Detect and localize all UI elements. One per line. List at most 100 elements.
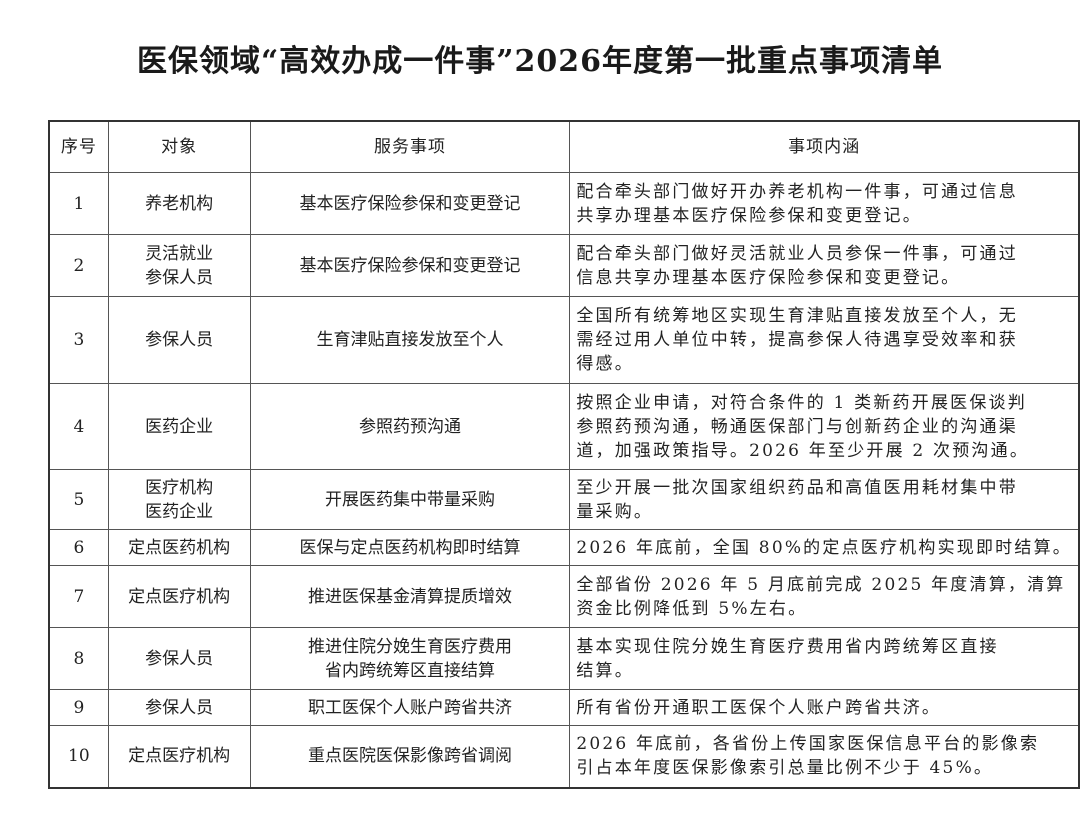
cell-service: 开展医药集中带量采购 [249,469,571,530]
table-row: 2 灵活就业 参保人员 基本医疗保险参保和变更登记 配合牵头部门做好灵活就业人员参保一件… [48,234,1080,297]
cell-content-line: 参照药预沟通，畅通医保部门与创新药企业的沟通渠 [576,416,1018,437]
table-header-row: 序号 对象 服务事项 事项内涵 [48,120,1080,173]
cell-service: 生育津贴直接发放至个人 [249,296,571,384]
cell-service-line: 开展医药集中带量采购 [324,489,495,510]
cell-content-line: 量采购。 [576,501,654,522]
cell-content: 按照企业申请，对符合条件的 1 类新药开展医保谈判 参照药预沟通，畅通医保部门与创… [569,383,1080,470]
cell-service-line: 重点医院医保影像跨省调阅 [307,746,512,767]
cell-service-line: 推进医保基金清算提质增效 [307,586,512,607]
cell-service: 参照药预沟通 [249,383,571,470]
cell-target: 养老机构 [107,172,251,235]
cell-target-line: 医药企业 [145,501,214,522]
cell-target-line: 定点医药机构 [128,537,231,558]
document-title: 医保领域“高效办成一件事”2026年度第一批重点事项清单 [136,44,943,79]
table-row: 3 参保人员 生育津贴直接发放至个人 全国所有统筹地区实现生育津贴直接发放至个人，无需… [48,296,1080,384]
cell-content: 全国所有统筹地区实现生育津贴直接发放至个人，无 需经过用人单位中转，提高参保人待遇… [569,296,1080,384]
cell-service-line: 参照药预沟通 [358,416,461,437]
cell-content-line: 按照企业申请，对符合条件的 1 类新药开展医保谈判 [576,392,1027,413]
cell-target: 灵活就业 参保人员 [107,234,251,297]
cell-content-line: 2026 年底前，各省份上传国家医保信息平台的影像索 [576,734,1040,755]
cell-content-line: 信息共享办理基本医疗保险参保和变更登记。 [576,267,961,288]
header-content: 事项内涵 [569,120,1080,173]
cell-service: 职工医保个人账户跨省共济 [249,689,571,726]
cell-target-line: 灵活就业 [145,243,214,264]
cell-service-line: 基本医疗保险参保和变更登记 [299,255,521,276]
cell-no: 9 [48,689,109,726]
cell-content-line: 至少开展一批次国家组织药品和高值医用耗材集中带 [576,477,1018,498]
cell-target-line: 医疗机构 [145,477,214,498]
cell-no: 5 [48,469,109,530]
cell-service: 推进医保基金清算提质增效 [249,565,571,628]
table-row: 5 医疗机构 医药企业 开展医药集中带量采购 至少开展一批次国家组织药品和高值医用耗材集… [48,469,1080,530]
cell-service: 医保与定点医药机构即时结算 [249,529,571,566]
cell-content-line: 2026 年底前，全国 80%的定点医疗机构实现即时结算。 [576,537,1072,558]
cell-content-line: 资金比例降低到 5%左右。 [576,598,808,619]
cell-target: 医疗机构 医药企业 [107,469,251,530]
cell-no: 2 [48,234,109,297]
cell-no: 4 [48,383,109,470]
cell-content: 所有省份开通职工医保个人账户跨省共济。 [569,689,1080,726]
header-target: 对象 [107,120,251,173]
cell-content-line: 所有省份开通职工医保个人账户跨省共济。 [576,697,942,718]
cell-target-line: 参保人员 [145,648,214,669]
table-row: 10 定点医疗机构 重点医院医保影像跨省调阅 2026 年底前，各省份上传国家医保信息… [48,725,1080,788]
cell-content-line: 配合牵头部门做好灵活就业人员参保一件事，可通过 [576,243,1018,264]
cell-target-line: 参保人员 [145,697,214,718]
cell-target: 定点医药机构 [107,529,251,566]
cell-content-line: 得感。 [576,354,634,374]
cell-no: 10 [48,725,109,788]
cell-service: 基本医疗保险参保和变更登记 [249,172,571,235]
cell-service: 重点医院医保影像跨省调阅 [249,725,571,788]
key-items-table: 序号 对象 服务事项 事项内涵 1 养老机构 基本医疗保险参保和变更登记 配合牵头部门… [48,120,1080,789]
cell-content-line: 道，加强政策指导。2026 年至少开展 2 次预沟通。 [576,440,1030,461]
cell-content-line: 需经过用人单位中转，提高参保人待遇享受效率和获 [576,330,1018,350]
table-row: 4 医药企业 参照药预沟通 按照企业申请，对符合条件的 1 类新药开展医保谈判 参照药预… [48,383,1080,470]
cell-content-line: 引占本年度医保影像索引总量比例不少于 45%。 [576,758,994,779]
cell-service-line: 医保与定点医药机构即时结算 [299,537,521,558]
cell-content-line: 配合牵头部门做好开办养老机构一件事，可通过信息 [576,181,1018,202]
cell-target-line: 参保人员 [145,330,214,350]
cell-service-line: 基本医疗保险参保和变更登记 [299,193,521,214]
cell-target: 参保人员 [107,689,251,726]
cell-target-line: 医药企业 [145,416,214,437]
cell-content-line: 全部省份 2026 年 5 月底前完成 2025 年度清算，清算 [576,574,1066,595]
cell-no: 1 [48,172,109,235]
cell-content-line: 全国所有统筹地区实现生育津贴直接发放至个人，无 [576,306,1018,326]
cell-target-line: 养老机构 [145,193,214,214]
cell-target: 定点医疗机构 [107,725,251,788]
cell-service: 推进住院分娩生育医疗费用 省内跨统筹区直接结算 [249,627,571,690]
table-row: 8 参保人员 推进住院分娩生育医疗费用 省内跨统筹区直接结算 基本实现住院分娩生育医疗费… [48,627,1080,690]
cell-content-line: 结算。 [576,660,634,681]
cell-content: 全部省份 2026 年 5 月底前完成 2025 年度清算，清算 资金比例降低到 … [569,565,1080,628]
header-no: 序号 [48,120,109,173]
cell-target: 定点医疗机构 [107,565,251,628]
cell-service-line: 职工医保个人账户跨省共济 [307,697,512,718]
cell-content-line: 基本实现住院分娩生育医疗费用省内跨统筹区直接 [576,636,999,657]
cell-content: 配合牵头部门做好开办养老机构一件事，可通过信息 共享办理基本医疗保险参保和变更登记… [569,172,1080,235]
table-row: 6 定点医药机构 医保与定点医药机构即时结算 2026 年底前，全国 80%的定点医疗… [48,529,1080,566]
cell-content: 基本实现住院分娩生育医疗费用省内跨统筹区直接 结算。 [569,627,1080,690]
cell-no: 6 [48,529,109,566]
cell-target-line: 定点医疗机构 [128,586,231,607]
cell-no: 7 [48,565,109,628]
cell-target-line: 参保人员 [145,267,214,288]
cell-target: 参保人员 [107,296,251,384]
table-row: 7 定点医疗机构 推进医保基金清算提质增效 全部省份 2026 年 5 月底前完成 2… [48,565,1080,628]
cell-target: 参保人员 [107,627,251,690]
cell-service-line: 推进住院分娩生育医疗费用 [307,636,512,657]
cell-target: 医药企业 [107,383,251,470]
cell-service-line: 省内跨统筹区直接结算 [324,660,495,681]
cell-content: 配合牵头部门做好灵活就业人员参保一件事，可通过 信息共享办理基本医疗保险参保和变更… [569,234,1080,297]
cell-content: 2026 年底前，全国 80%的定点医疗机构实现即时结算。 [569,529,1080,566]
cell-content: 至少开展一批次国家组织药品和高值医用耗材集中带 量采购。 [569,469,1080,530]
cell-no: 8 [48,627,109,690]
cell-content: 2026 年底前，各省份上传国家医保信息平台的影像索 引占本年度医保影像索引总量比… [569,725,1080,788]
cell-service: 基本医疗保险参保和变更登记 [249,234,571,297]
table-row: 9 参保人员 职工医保个人账户跨省共济 所有省份开通职工医保个人账户跨省共济。 [48,689,1080,726]
cell-target-line: 定点医疗机构 [128,746,231,767]
cell-service-line: 生育津贴直接发放至个人 [316,330,504,350]
cell-no: 3 [48,296,109,384]
cell-content-line: 共享办理基本医疗保险参保和变更登记。 [576,205,922,226]
table-row: 1 养老机构 基本医疗保险参保和变更登记 配合牵头部门做好开办养老机构一件事，可通过信… [48,172,1080,235]
header-service: 服务事项 [249,120,571,173]
